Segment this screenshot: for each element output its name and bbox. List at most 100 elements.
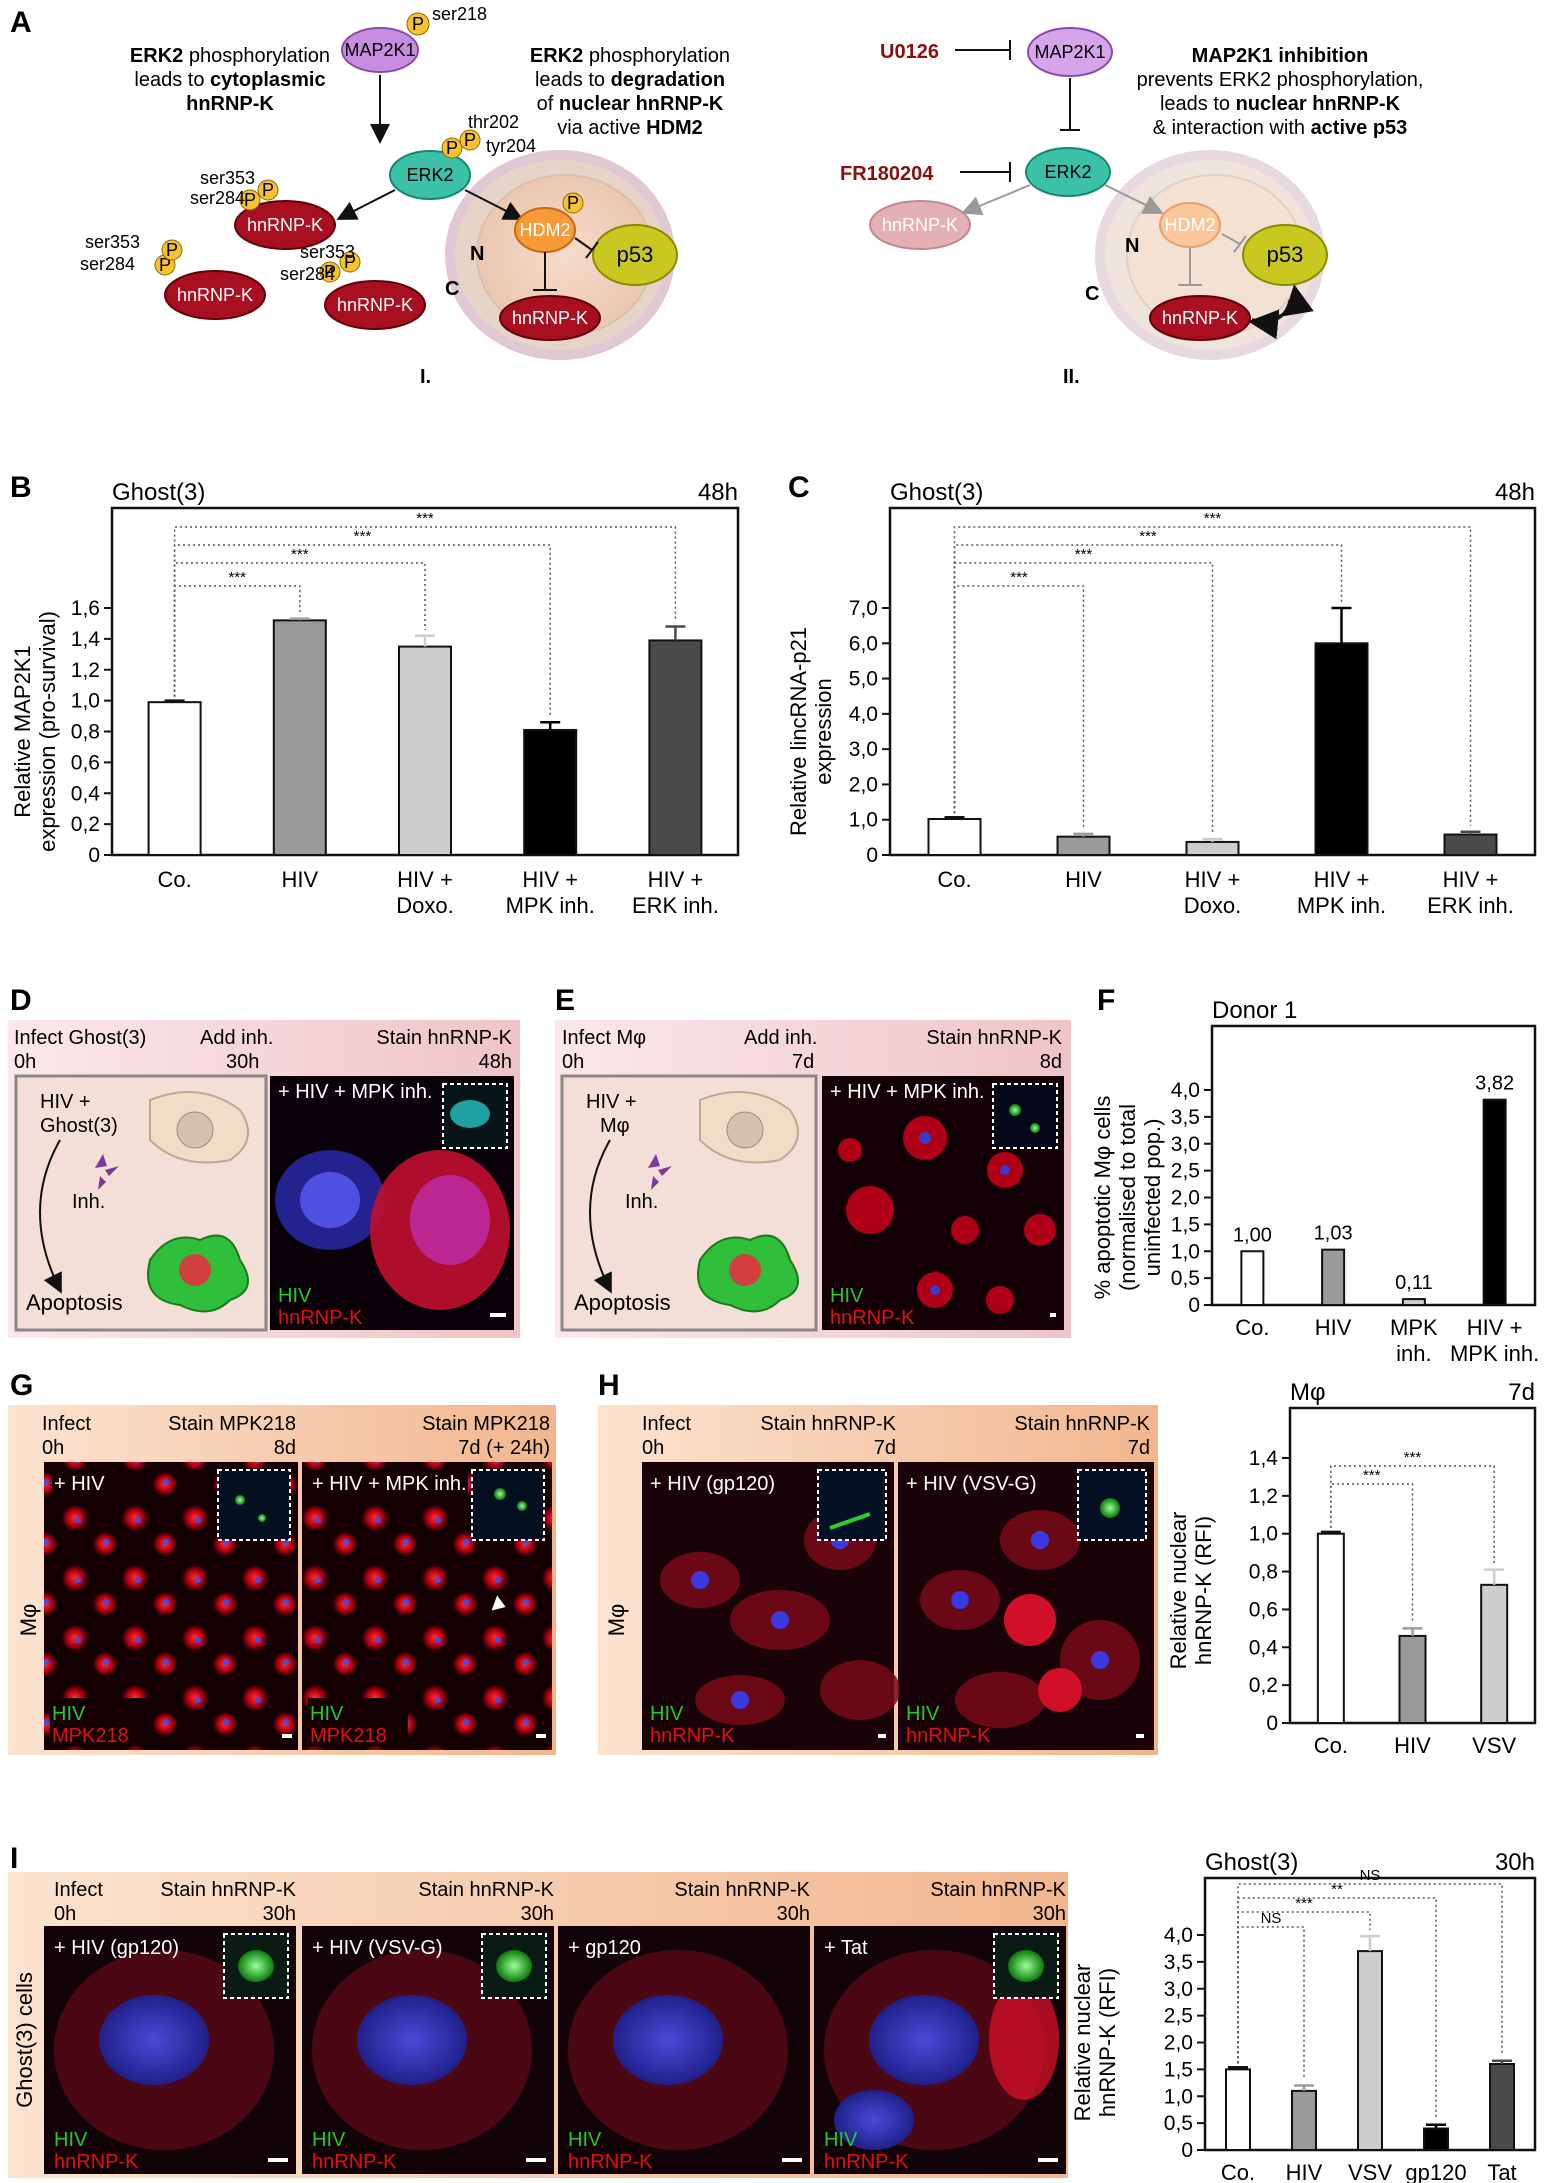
svg-text:+ HIV + MPK inh.: + HIV + MPK inh. (312, 1473, 467, 1495)
y-axis-label: Relative lincRNA-p21 (786, 627, 811, 836)
y-tick-label: 0,8 (71, 721, 100, 744)
bar (1480, 1583, 1509, 1724)
svg-text:P: P (159, 255, 171, 275)
significance-bracket (1237, 1926, 1305, 2080)
svg-text:P: P (324, 262, 336, 282)
scale-bar (268, 2158, 288, 2162)
x-tick-label: MPK inh. (1297, 893, 1386, 918)
bar (1423, 2127, 1449, 2151)
svg-text:0h: 0h (14, 1051, 36, 1073)
y-tick-label: 3,0 (849, 738, 878, 761)
svg-text:hnRNP-K: hnRNP-K (906, 1725, 991, 1747)
svg-text:hnRNP-K: hnRNP-K (512, 308, 588, 328)
scale-bar (782, 2158, 802, 2162)
significance-label: *** (416, 510, 434, 527)
micrograph-i-label: + HIV (VSV-G) (312, 1937, 443, 1959)
significance-bracket (173, 526, 677, 697)
panel-label-a: A (10, 6, 32, 39)
nucleus-n-label: N (470, 243, 484, 265)
panel-d: Infect Ghost(3) 0h Add inh. 30h Stain hn… (8, 1020, 520, 1338)
svg-text:7d: 7d (1128, 1437, 1150, 1459)
bar (1291, 2089, 1317, 2151)
svg-text:via active HDM2: via active HDM2 (557, 117, 703, 139)
bar (1482, 1098, 1507, 1307)
panel-label-g: G (10, 1369, 33, 1402)
data-label: 0,11 (1395, 1272, 1432, 1294)
panel-e: Infect Mφ 0h Add inh. 7d Stain hnRNP-K 8… (555, 1020, 1071, 1338)
y-tick-label: 0,2 (71, 813, 100, 836)
chart-f: Donor 1 0 0,5 1,0 1,5 2,0 2,5 3,0 3,5 4,0 % apopto… (1090, 997, 1539, 1366)
inhibitor-icon (95, 1154, 119, 1190)
y-tick-label: 1,0 (1249, 1523, 1278, 1546)
significance-label: *** (1363, 1467, 1381, 1484)
panel-i-infect: Infect (54, 1879, 103, 1901)
significance-label: *** (228, 569, 246, 586)
x-tick-label: ERK inh. (1427, 893, 1514, 918)
y-tick-label: 2,0 (1164, 2032, 1193, 2055)
svg-text:hnRNP-K: hnRNP-K (882, 215, 958, 235)
significance-label: *** (1204, 510, 1222, 527)
erk2-label: ERK2 (406, 165, 453, 185)
svg-text:Stain hnRNP-K: Stain hnRNP-K (760, 1413, 896, 1435)
y-tick-label: 4,0 (1164, 1924, 1193, 1947)
svg-text:hnRNP-K: hnRNP-K (186, 93, 274, 115)
svg-text:+ HIV (VSV-G): + HIV (VSV-G) (906, 1473, 1037, 1495)
significance-label: *** (354, 528, 372, 545)
y-tick-label: 0,4 (71, 782, 101, 805)
svg-text:+ HIV (gp120): + HIV (gp120) (650, 1473, 775, 1495)
significance-label: *** (1010, 569, 1028, 586)
svg-text:+ HIV + MPK inh.: + HIV + MPK inh. (830, 1081, 985, 1103)
bar (1398, 1634, 1427, 1725)
svg-text:8d: 8d (1040, 1051, 1062, 1073)
svg-text:prevents ERK2 phosphorylation,: prevents ERK2 phosphorylation, (1137, 69, 1424, 91)
svg-text:Inh.: Inh. (72, 1191, 105, 1213)
svg-text:Inh.: Inh. (625, 1191, 658, 1213)
svg-text:hnRNP-K: hnRNP-K (247, 215, 323, 235)
bar (1443, 833, 1498, 857)
y-tick-label: 0 (88, 844, 100, 867)
y-tick-label: 5,0 (849, 668, 878, 691)
svg-text:leads to degradation: leads to degradation (535, 69, 725, 91)
svg-text:+ HIV + MPK inh.: + HIV + MPK inh. (278, 1081, 433, 1103)
y-axis-label: expression (811, 678, 836, 784)
significance-bracket (1330, 1465, 1495, 1564)
panel-label-f: F (1097, 984, 1115, 1017)
chart-i: Ghost(3) 30h 0 0,5 1,0 1,5 2,0 2,5 3,0 3,5 4,0 Rela… (1070, 1849, 1537, 2183)
x-tick-label: HIV (1065, 867, 1102, 892)
p-label: P (412, 14, 424, 34)
x-tick-label: MPK (1390, 1315, 1438, 1340)
y-tick-label: 1,4 (1249, 1447, 1279, 1470)
svg-text:HIV: HIV (650, 1703, 684, 1725)
svg-text:hnRNP-K: hnRNP-K (650, 1725, 735, 1747)
panel-i-t0: 0h (54, 1903, 76, 1925)
chart-c: Ghost(3) 48h 0 1,0 2,0 3,0 4,0 5,0 6,0 7,0 Relativ… (786, 479, 1537, 918)
svg-text:hnRNP-K: hnRNP-K (830, 1307, 915, 1329)
y-tick-label: 1,5 (1164, 2058, 1193, 2081)
panel-label-c: C (788, 471, 810, 504)
svg-text:Add inh.: Add inh. (200, 1027, 273, 1049)
y-tick-label: 0,6 (1249, 1598, 1278, 1621)
cytoplasm-c-label: C (445, 278, 459, 300)
inset-i (223, 1933, 289, 1999)
y-axis-label: uninfected pop.) (1140, 1119, 1165, 1277)
x-tick-label: VSV (1472, 1733, 1516, 1758)
scale-bar (490, 1313, 506, 1317)
svg-text:Stain hnRNP-K: Stain hnRNP-K (376, 1027, 512, 1049)
chart-b: Ghost(3) 48h 0 0,2 0,4 0,6 0,8 1,0 1,2 1,4 1,6 Rela… (10, 479, 740, 918)
svg-text:hnRNP-K: hnRNP-K (337, 295, 413, 315)
y-tick-label: 3,0 (1171, 1133, 1200, 1156)
x-tick-label: HIV + (397, 867, 453, 892)
panel-a-right-diagram: U0126 MAP2K1 FR180204 ERK2 hnRNP-K HDM2 … (840, 27, 1424, 388)
y-tick-label: 0,6 (71, 751, 100, 774)
svg-text:7d: 7d (874, 1437, 896, 1459)
y-axis-label: % apoptotic Mφ cells (1090, 1096, 1115, 1300)
svg-text:0h: 0h (642, 1437, 664, 1459)
y-tick-label: 1,2 (71, 659, 100, 682)
x-tick-label: VSV (1348, 2160, 1392, 2183)
legend-hnrnpk: hnRNP-K (312, 2151, 397, 2173)
bar (1314, 642, 1369, 856)
x-tick-label: Doxo. (1184, 893, 1241, 918)
panel-a-left-diagram: MAP2K1 P ser218 ERK2 P P thr202 tyr204 H… (80, 4, 730, 388)
panel-label-b: B (10, 471, 32, 504)
svg-text:+ HIV: + HIV (54, 1473, 105, 1495)
